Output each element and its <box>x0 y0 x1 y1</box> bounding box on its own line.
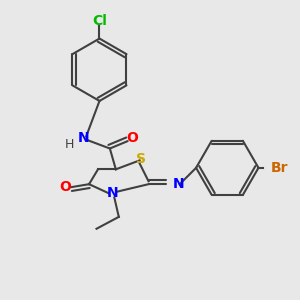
Text: H: H <box>65 138 74 151</box>
Text: N: N <box>77 131 89 145</box>
Text: Cl: Cl <box>92 14 107 28</box>
Text: O: O <box>59 180 71 194</box>
Text: N: N <box>172 177 184 191</box>
Text: S: S <box>136 152 146 166</box>
Text: Br: Br <box>270 161 288 175</box>
Text: O: O <box>126 131 138 145</box>
Text: N: N <box>107 186 119 200</box>
